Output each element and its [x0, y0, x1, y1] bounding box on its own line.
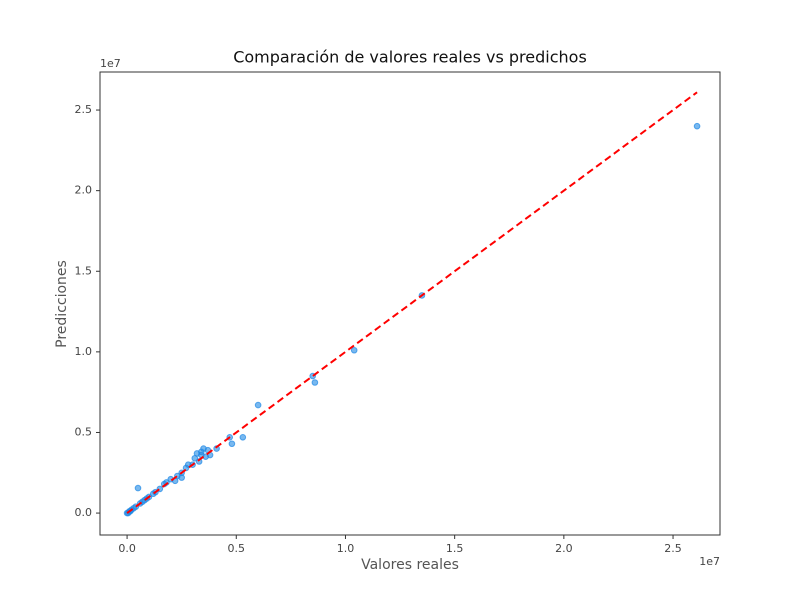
y-tick-label: 2.5: [75, 103, 93, 116]
x-tick-label: 0.0: [118, 542, 136, 555]
x-axis-label: Valores reales: [361, 557, 459, 573]
plot-area: [99, 71, 721, 536]
y-tick-label: 1.0: [75, 345, 93, 358]
scatter-point: [191, 454, 199, 462]
y-tick-label: 0.5: [75, 425, 93, 438]
scatter-point: [254, 401, 262, 409]
scatter-point: [134, 484, 142, 492]
y-tick-label: 2.0: [75, 184, 93, 197]
scatter-point: [178, 474, 185, 481]
reference-line: [126, 91, 698, 514]
x-offset-label: 1e7: [699, 555, 720, 568]
x-tick-label: 0.5: [228, 542, 246, 555]
x-tick-label: 2.5: [664, 542, 682, 555]
scatter-point: [239, 434, 247, 441]
x-tick-label: 1.0: [337, 542, 355, 555]
chart-title: Comparación de valores reales vs predich…: [233, 48, 587, 67]
scatter-point: [693, 122, 701, 130]
x-tick-label: 1.5: [446, 542, 464, 555]
y-tick-label: 0.0: [75, 506, 93, 519]
scatter-point: [228, 440, 236, 448]
y-tick-label: 1.5: [75, 264, 93, 277]
scatter-point: [311, 379, 319, 386]
x-tick-label: 2.0: [555, 542, 573, 555]
scatter-point: [350, 346, 358, 354]
y-axis-label: Predicciones: [54, 260, 70, 348]
y-offset-label: 1e7: [100, 57, 121, 70]
